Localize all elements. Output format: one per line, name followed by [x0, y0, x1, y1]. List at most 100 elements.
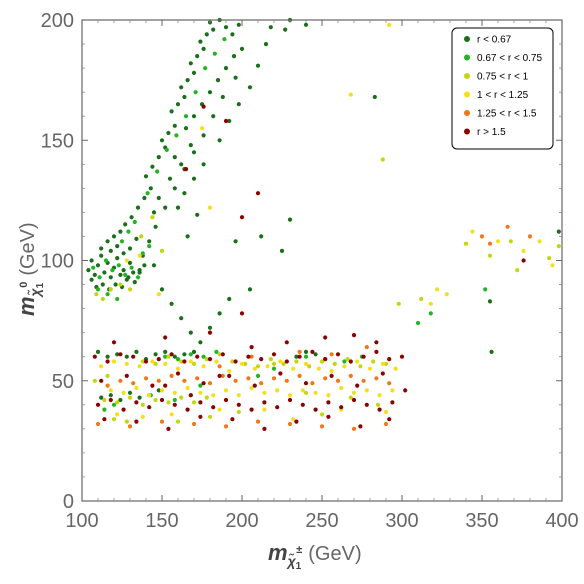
point-series-1-0 [91, 265, 96, 270]
point-series-5-26 [121, 407, 126, 412]
point-series-0-72 [233, 75, 238, 80]
point-series-3-0 [99, 364, 104, 369]
point-series-5-3 [131, 354, 136, 359]
point-series-5-1 [105, 359, 110, 364]
point-series-3-62 [550, 263, 555, 268]
point-series-3-36 [262, 390, 267, 395]
point-series-0-122 [556, 229, 561, 234]
point-series-2-55 [375, 402, 381, 407]
point-series-3-11 [239, 361, 245, 366]
point-series-1-1 [97, 275, 102, 280]
legend-label-5: r > 1.5 [477, 127, 506, 138]
point-series-1-39 [415, 320, 421, 326]
point-series-3-54 [383, 409, 389, 415]
point-series-1-10 [119, 239, 125, 244]
legend-marker-5 [464, 128, 470, 135]
point-series-2-17 [255, 364, 261, 369]
point-series-4-20 [361, 378, 366, 383]
point-series-5-2 [118, 352, 123, 357]
point-series-0-80 [153, 224, 158, 229]
y-axis-label-main: m [14, 296, 39, 316]
point-series-0-46 [169, 109, 174, 114]
point-series-0-114 [279, 248, 285, 253]
point-series-4-25 [159, 419, 165, 424]
point-series-0-40 [150, 164, 155, 169]
axis-ticks: 100 150 200 250 300 350 400 0 50 100 150 200 [41, 10, 579, 532]
point-series-2-38 [124, 419, 129, 424]
point-series-0-116 [233, 239, 238, 244]
point-series-0-137 [99, 395, 104, 400]
point-series-1-23 [175, 357, 181, 362]
x-axis-label: mχ̃1 ± (GeV) [268, 540, 362, 572]
point-series-5-38 [275, 405, 280, 410]
point-series-5-76 [351, 333, 357, 338]
point-series-5-9 [207, 357, 213, 362]
y-axis-label-sub: χ̃ [26, 287, 43, 298]
point-series-0-115 [287, 217, 293, 222]
y-tick-label-3: 150 [41, 130, 74, 152]
point-series-5-28 [147, 405, 152, 410]
legend-marker-4 [464, 110, 470, 116]
point-series-3-51 [262, 407, 267, 412]
point-series-4-26 [191, 421, 197, 427]
point-series-0-65 [191, 114, 197, 119]
point-series-5-68 [358, 424, 363, 429]
point-series-4-14 [284, 378, 289, 383]
point-series-5-27 [134, 400, 139, 405]
point-series-2-20 [294, 359, 299, 364]
point-series-1-32 [271, 366, 277, 371]
point-series-0-97 [255, 63, 261, 68]
point-series-5-6 [169, 352, 174, 357]
point-series-5-80 [521, 258, 526, 263]
point-series-3-6 [175, 366, 181, 371]
point-series-0-83 [137, 268, 142, 273]
point-series-5-22 [374, 349, 379, 354]
point-series-5-10 [220, 352, 225, 357]
point-series-5-11 [233, 359, 238, 364]
point-series-0-98 [263, 42, 269, 47]
point-series-0-139 [118, 397, 123, 403]
point-series-0-17 [100, 282, 105, 287]
point-series-3-22 [380, 361, 385, 366]
point-series-5-16 [297, 354, 302, 359]
point-series-4-28 [255, 419, 261, 424]
point-series-2-10 [166, 354, 171, 359]
point-series-2-2 [108, 287, 113, 292]
point-series-5-8 [195, 354, 200, 359]
point-series-5-64 [230, 417, 235, 422]
point-series-0-86 [167, 176, 173, 181]
point-series-2-51 [271, 361, 277, 366]
point-series-5-59 [380, 371, 385, 376]
point-series-3-29 [172, 390, 177, 395]
legend-box [451, 27, 554, 150]
point-series-2-35 [191, 400, 197, 405]
point-series-3-67 [124, 258, 129, 263]
x-tick-label-0: 100 [65, 510, 98, 532]
point-series-3-26 [134, 385, 139, 391]
point-series-3-28 [159, 388, 165, 393]
point-series-3-40 [313, 390, 318, 395]
point-series-0-62 [236, 22, 241, 27]
point-series-0-88 [188, 143, 193, 148]
point-series-0-74 [211, 114, 216, 119]
point-series-0-110 [217, 311, 222, 316]
point-series-1-22 [163, 354, 168, 359]
point-series-0-92 [201, 162, 206, 167]
point-series-5-57 [329, 373, 334, 378]
point-series-5-36 [249, 407, 254, 412]
point-series-2-16 [243, 361, 248, 366]
point-series-2-31 [140, 402, 145, 407]
point-series-3-8 [201, 364, 206, 369]
point-series-3-66 [387, 22, 392, 27]
point-series-5-34 [223, 397, 229, 403]
point-series-0-56 [204, 32, 209, 37]
point-series-5-47 [390, 400, 395, 405]
point-series-4-35 [487, 241, 493, 246]
legend-label-0: r < 0.67 [477, 35, 512, 46]
point-series-5-86 [223, 118, 229, 124]
data-points [86, 17, 561, 431]
point-series-0-141 [137, 395, 142, 400]
point-series-0-125 [115, 352, 120, 357]
point-series-3-13 [265, 364, 270, 369]
